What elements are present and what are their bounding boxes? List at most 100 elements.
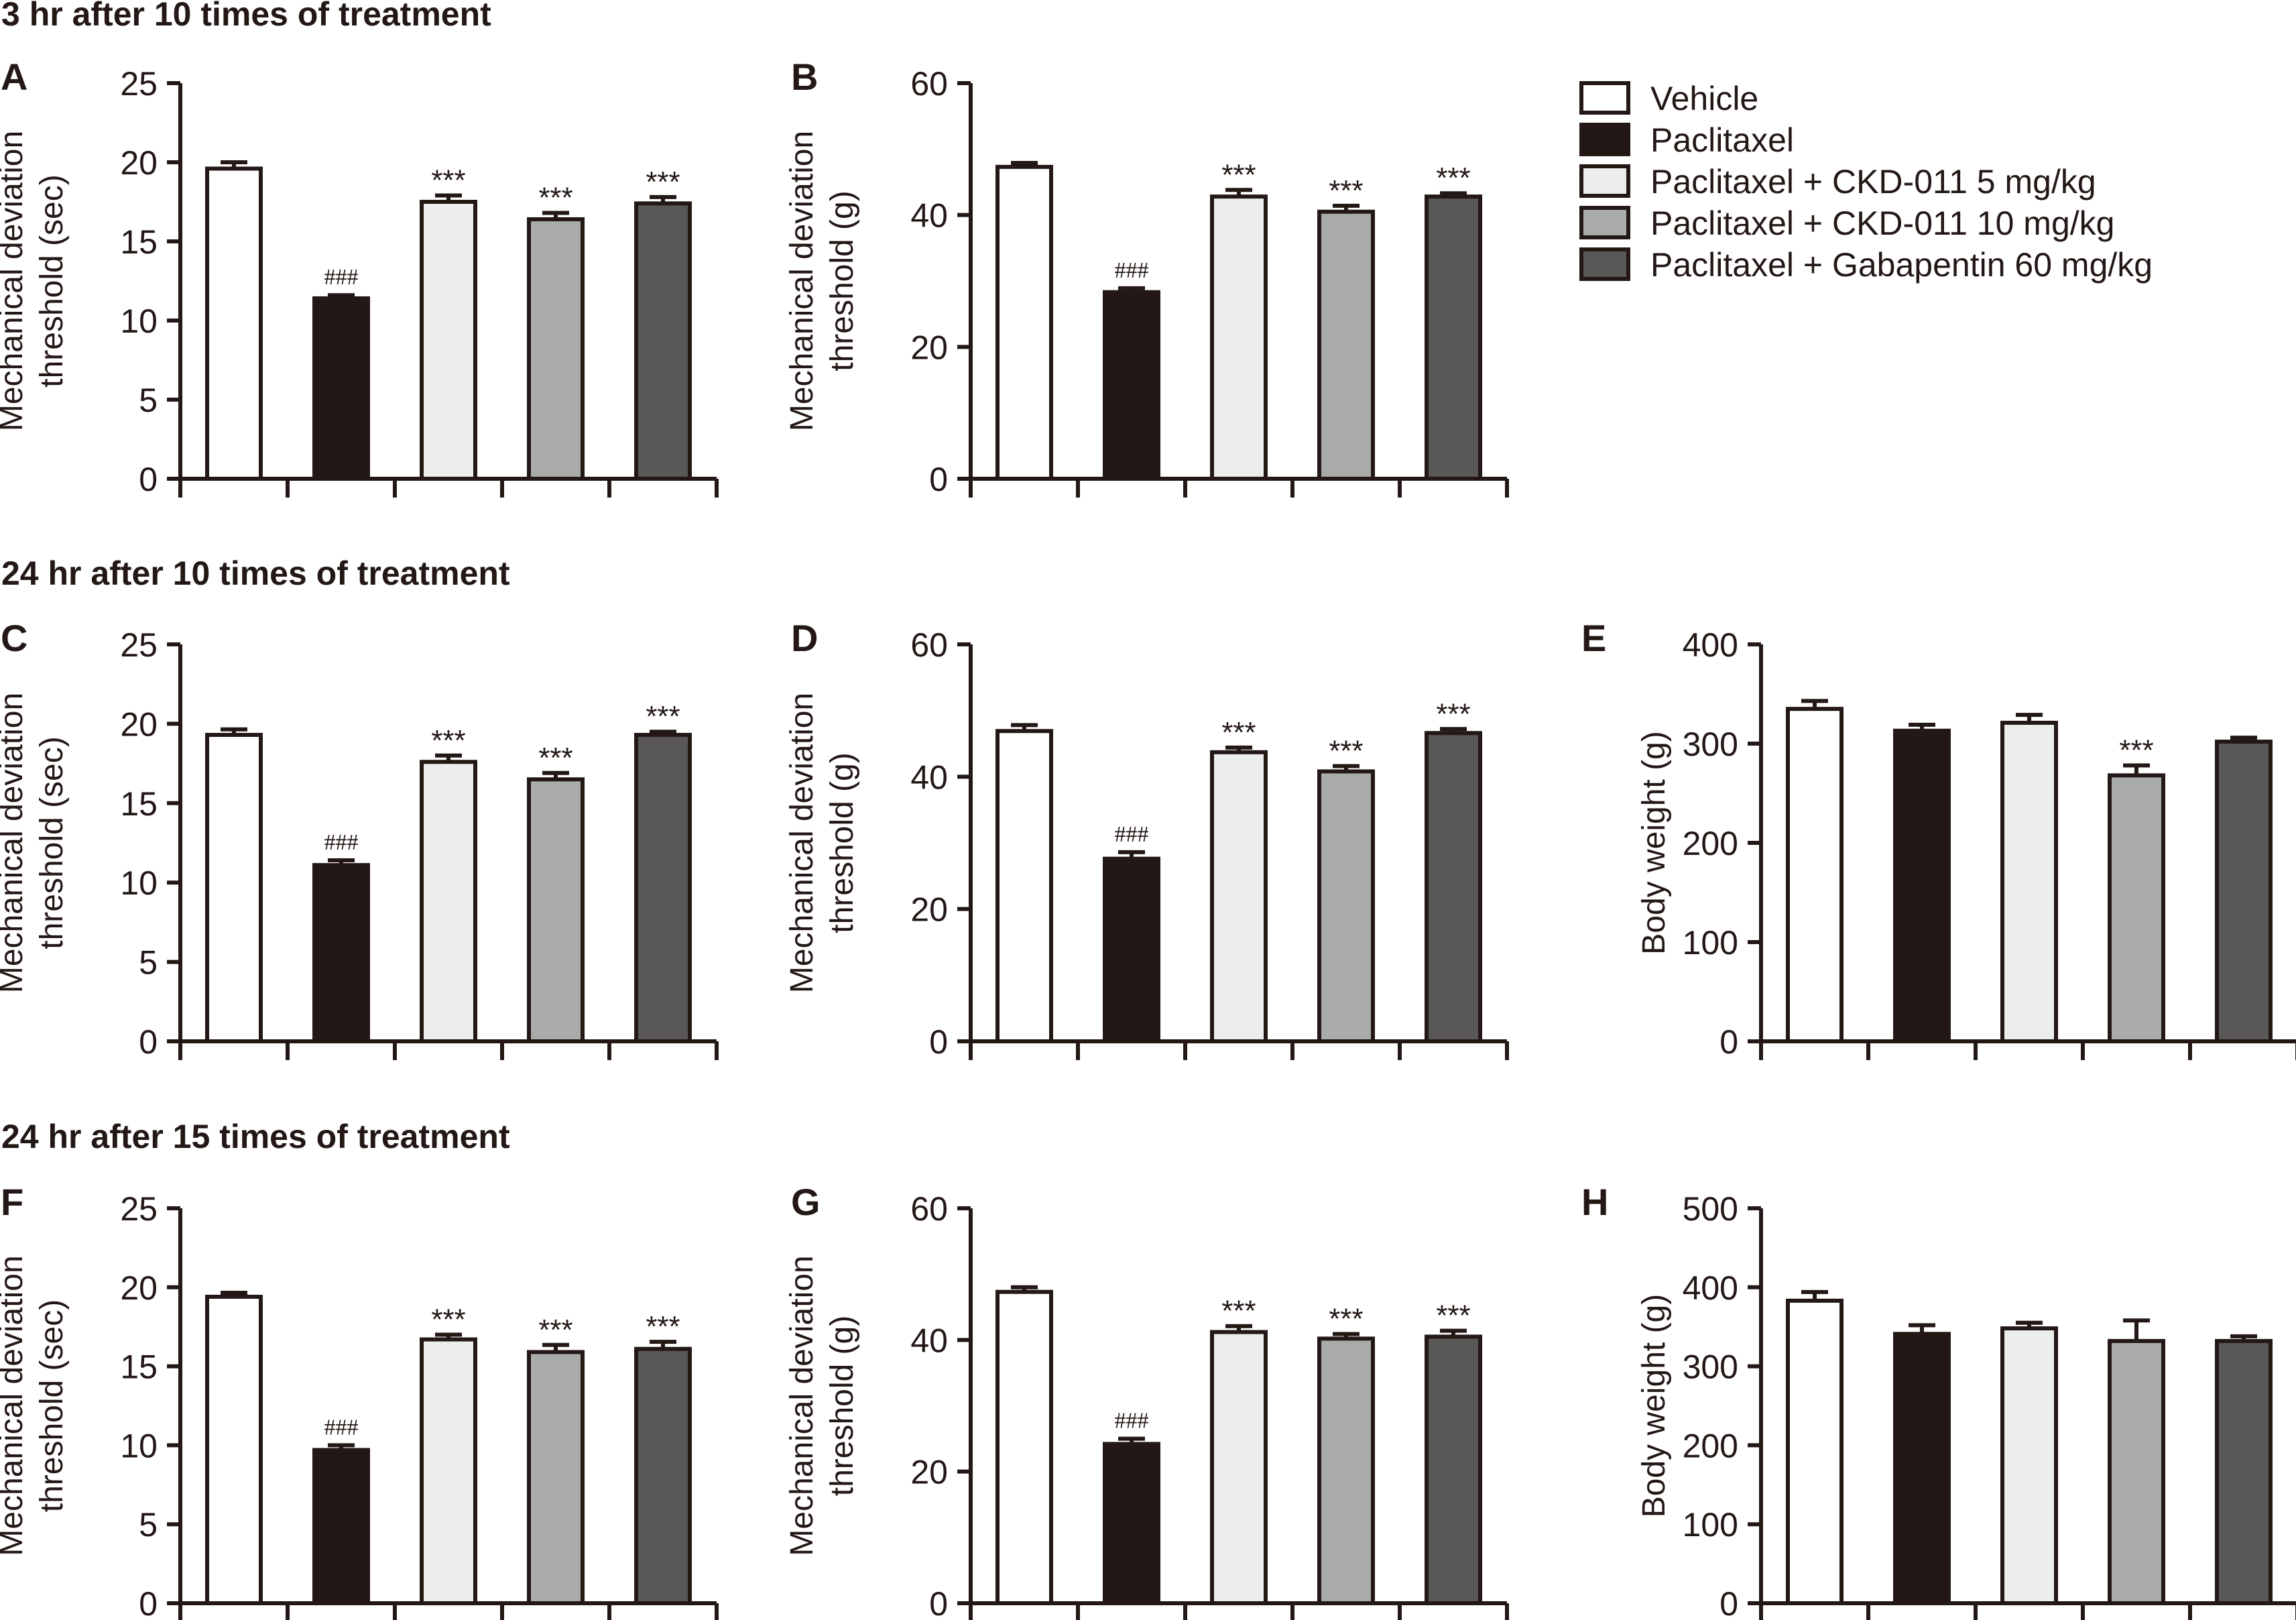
y-axis-label: Body weight (g): [1636, 1294, 1672, 1518]
panel-letter: B: [791, 56, 818, 98]
significance-stars: ***: [431, 724, 465, 757]
significance-stars: ***: [1329, 735, 1363, 768]
bar: [312, 296, 370, 481]
bar: [1893, 728, 1951, 1043]
y-tick-label: 500: [1683, 1190, 1738, 1228]
bar: [634, 201, 692, 481]
significance-stars: ***: [538, 742, 572, 774]
y-axis-label: Body weight (g): [1636, 731, 1672, 955]
legend-swatch-gabapentin: [1579, 247, 1630, 281]
y-tick-label: 15: [120, 1348, 158, 1386]
bar: [1210, 1330, 1268, 1605]
bar: [527, 217, 585, 481]
panel-e: E 0 100 200 300 400 Body weight (g) ***: [1581, 617, 2296, 1061]
y-tick-label: 400: [1683, 1269, 1738, 1307]
bar: [312, 1448, 370, 1606]
legend-label: Paclitaxel: [1650, 121, 1794, 159]
y-tick-label: 20: [120, 1269, 158, 1307]
y-tick-label: 40: [910, 1322, 948, 1359]
bar: [527, 1350, 585, 1605]
y-tick-label: 200: [1683, 1427, 1738, 1464]
y-tick-label: 5: [139, 382, 158, 419]
panel-letter: H: [1581, 1181, 1608, 1223]
legend-item: Vehicle: [1579, 80, 1758, 117]
y-tick-label: 20: [120, 144, 158, 182]
significance-stars: ***: [1329, 174, 1363, 207]
bar: [2000, 1326, 2058, 1606]
significance-stars: ***: [1436, 697, 1470, 730]
bar: [527, 777, 585, 1044]
significance-stars: ***: [1436, 1299, 1470, 1332]
panel-b: B 0 20 40 60 Mechanical deviation threshold (g…: [784, 56, 1509, 498]
bar: [1425, 194, 1482, 481]
bar: [312, 863, 370, 1043]
significance-stars: ***: [1221, 1295, 1256, 1328]
bar: [1425, 1334, 1482, 1606]
bar: [420, 1337, 477, 1605]
y-axis-label: Mechanical deviation: [0, 131, 29, 431]
y-tick-label: 0: [139, 1585, 158, 1620]
y-tick-label: 10: [120, 864, 158, 902]
bar: [1425, 731, 1482, 1044]
y-tick-label: 15: [120, 223, 158, 261]
panel-h: H 0 100 200 300 400 500 Body weight (g): [1581, 1181, 2296, 1620]
significance-stars: ***: [431, 1303, 465, 1336]
panel-a: A 0 5 10 15 20 25 Mechanical deviation threshold…: [0, 56, 719, 498]
significance-stars: ***: [1221, 716, 1256, 749]
y-tick-label: 400: [1683, 626, 1738, 664]
legend-item: Paclitaxel + Gabapentin 60 mg/kg: [1579, 246, 2153, 284]
significance-hash: ###: [324, 1415, 359, 1440]
y-tick-label: 40: [910, 758, 948, 796]
legend-swatch-paclitaxel: [1579, 123, 1630, 156]
y-axis-label: threshold (sec): [34, 736, 70, 949]
y-tick-label: 0: [929, 461, 948, 498]
y-tick-label: 0: [929, 1023, 948, 1061]
legend: Vehicle Paclitaxel Paclitaxel + CKD-011 …: [1579, 80, 2153, 284]
bar: [2000, 720, 2058, 1044]
panel-g: G 0 20 40 60 Mechanical deviation threshold (g…: [784, 1181, 1509, 1620]
row-title-3: 24 hr after 15 times of treatment: [1, 1118, 510, 1155]
row-title-1: 3 hr after 10 times of treatment: [1, 0, 491, 33]
legend-item: Paclitaxel + CKD-011 5 mg/kg: [1579, 163, 2096, 200]
bar: [1317, 1336, 1375, 1605]
significance-hash: ###: [1115, 1409, 1149, 1434]
legend-label: Paclitaxel + CKD-011 10 mg/kg: [1650, 205, 2114, 242]
significance-stars: ***: [1329, 1302, 1363, 1335]
bar: [2108, 773, 2165, 1043]
y-tick-label: 60: [910, 65, 948, 103]
panel-letter: C: [1, 617, 27, 659]
bar: [2108, 1338, 2165, 1606]
y-tick-label: 300: [1683, 1348, 1738, 1386]
bar: [2215, 740, 2273, 1044]
bar: [420, 200, 477, 481]
legend-label: Vehicle: [1650, 80, 1758, 117]
panel-letter: G: [791, 1181, 821, 1223]
y-axis-label: threshold (sec): [34, 1299, 70, 1512]
y-tick-label: 20: [910, 891, 948, 929]
row-title-2: 24 hr after 10 times of treatment: [1, 555, 510, 592]
legend-label: Paclitaxel + CKD-011 5 mg/kg: [1650, 163, 2096, 200]
legend-swatch-ckd10: [1579, 206, 1630, 239]
y-tick-label: 10: [120, 1427, 158, 1464]
bar: [1893, 1332, 1951, 1605]
y-axis-label: threshold (g): [825, 1316, 860, 1496]
significance-stars: ***: [431, 164, 465, 197]
bar: [2215, 1338, 2273, 1606]
y-axis-label: Mechanical deviation: [784, 1255, 820, 1556]
y-tick-label: 60: [910, 626, 948, 664]
y-axis-label: threshold (g): [825, 752, 860, 933]
y-tick-label: 25: [120, 65, 158, 103]
significance-stars: ***: [2119, 734, 2153, 767]
bar: [205, 732, 263, 1043]
bar: [1103, 290, 1160, 481]
y-tick-label: 10: [120, 302, 158, 340]
bar: [634, 732, 692, 1043]
bar: [1103, 856, 1160, 1044]
legend-label: Paclitaxel + Gabapentin 60 mg/kg: [1650, 246, 2153, 284]
panel-letter: A: [1, 56, 27, 98]
bar: [1317, 769, 1375, 1043]
y-tick-label: 5: [139, 944, 158, 982]
panel-letter: E: [1581, 617, 1606, 659]
